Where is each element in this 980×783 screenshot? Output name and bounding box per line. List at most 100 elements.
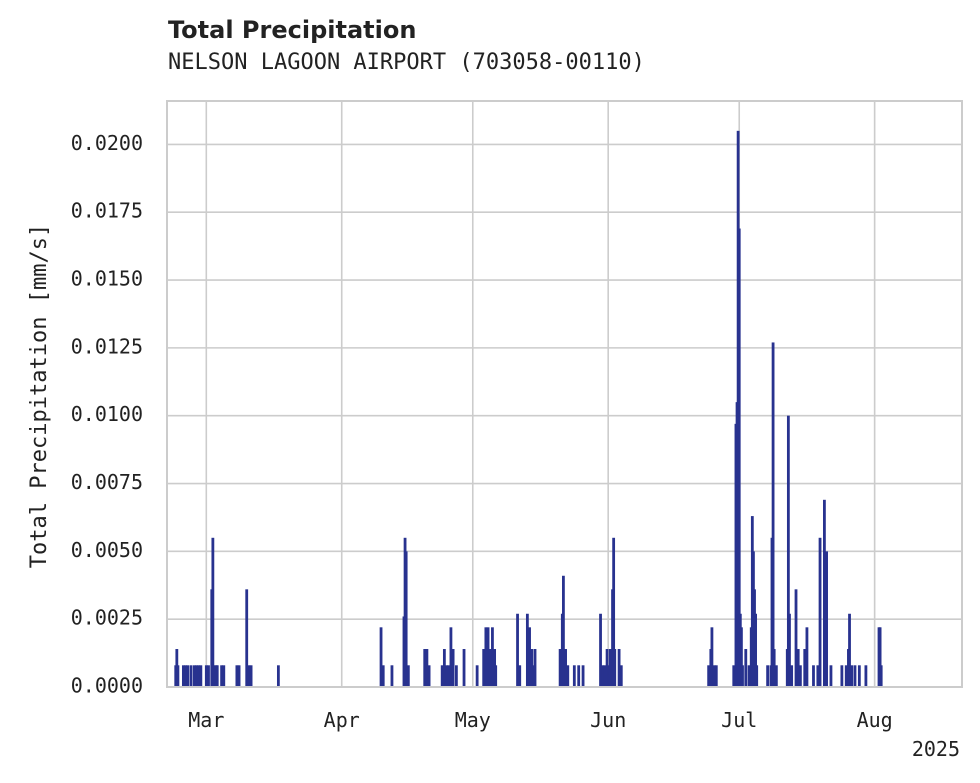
y-tick-label: 0.0175 [71, 199, 143, 223]
precip-bar [462, 649, 466, 687]
precip-bar [844, 665, 848, 687]
x-tick-label: May [455, 708, 491, 732]
precip-bar [276, 665, 280, 687]
precip-bar [220, 665, 224, 687]
precip-bar [207, 665, 210, 687]
precip-bar [737, 228, 741, 687]
precip-bar [454, 665, 458, 687]
precip-bar [235, 665, 239, 687]
precip-bar [184, 665, 187, 687]
precip-bar [794, 589, 798, 687]
precip-bar [798, 665, 802, 687]
precip-bar [825, 551, 828, 687]
precip-bar [530, 649, 534, 687]
y-axis-label: Total Precipitation [mm/s] [27, 224, 52, 568]
precip-bar [204, 665, 208, 687]
precip-bar [533, 649, 537, 687]
precip-bar [829, 665, 833, 687]
precip-bar [199, 665, 203, 687]
precip-bar [613, 649, 617, 687]
precip-bar [189, 665, 193, 687]
precip-bar [491, 627, 494, 687]
x-tick-label: Mar [188, 708, 224, 732]
precip-bar [440, 665, 444, 687]
y-tick-label: 0.0200 [71, 131, 143, 155]
y-tick-labels: 0.0000 0.0025 0.0050 0.0075 0.0100 0.0125 0.01… [71, 131, 143, 698]
precip-bar [247, 665, 251, 687]
precip-bar [566, 665, 570, 687]
precip-bar [381, 665, 385, 687]
precip-bar [195, 665, 198, 687]
precip-bar [608, 649, 612, 687]
precip-bar [406, 665, 410, 687]
precip-bar [840, 665, 844, 687]
precip-bar [482, 649, 486, 687]
precip-bar [176, 665, 180, 687]
precip-bar [451, 649, 455, 687]
precip-bar [617, 649, 621, 687]
x-tick-label: Aug [857, 708, 893, 732]
precip-bar [714, 665, 718, 687]
precip-bar [423, 649, 427, 687]
precip-bar [486, 627, 490, 687]
precip-bar [215, 665, 219, 687]
chart-title: Total Precipitation [168, 16, 417, 44]
precip-bar [245, 589, 249, 687]
precip-bar [197, 665, 201, 687]
precip-bar [818, 537, 822, 687]
precip-bar [404, 551, 408, 687]
precip-bar [445, 665, 448, 687]
precip-bar [812, 665, 815, 687]
precip-bar [612, 537, 616, 687]
bars-group [174, 130, 883, 687]
precip-bar [805, 627, 809, 687]
precip-bar [192, 665, 196, 687]
precip-bar [181, 665, 185, 687]
precip-bar [772, 649, 776, 687]
precip-bar [848, 613, 851, 687]
y-tick-label: 0.0025 [71, 606, 143, 630]
y-tick-label: 0.0125 [71, 334, 143, 358]
chart-subtitle: NELSON LAGOON AIRPORT (703058-00110) [168, 50, 645, 75]
precip-bar [528, 627, 531, 687]
precip-bar [562, 575, 565, 687]
precip-bar [442, 649, 446, 687]
precip-bar [786, 415, 790, 687]
precip-bar [447, 665, 451, 687]
precip-bar [237, 665, 241, 687]
precip-bar [788, 613, 791, 687]
precip-bar [707, 665, 711, 687]
precip-bar [599, 613, 602, 687]
precip-bar [601, 665, 605, 687]
precip-bar [857, 665, 861, 687]
y-tick-label: 0.0100 [71, 402, 143, 426]
precip-bar [740, 627, 743, 687]
precip-bar [755, 665, 759, 687]
precip-bar [850, 665, 854, 687]
precip-bar [222, 665, 226, 687]
precip-bar [186, 665, 190, 687]
precip-bar [710, 627, 714, 687]
precip-bar [558, 649, 562, 687]
precip-bar [741, 665, 744, 687]
precip-bar [494, 665, 498, 687]
precip-bar [879, 665, 883, 687]
precip-bar [212, 665, 216, 687]
precip-bar [774, 665, 778, 687]
precip-bar [853, 665, 857, 687]
precip-bar [744, 649, 748, 687]
y-tick-label: 0.0150 [71, 267, 143, 291]
precip-bar [516, 613, 519, 687]
precip-bar [379, 627, 383, 687]
y-tick-label: 0.0000 [71, 674, 143, 698]
precip-bar [605, 649, 609, 687]
precip-bar [577, 665, 581, 687]
x-tick-label: Apr [324, 708, 360, 732]
precip-bar [766, 665, 770, 687]
precip-bar [864, 665, 868, 687]
precip-bar [803, 649, 807, 687]
precip-bar [484, 627, 488, 687]
year-label: 2025 [912, 737, 960, 761]
precip-bar [211, 537, 215, 687]
precip-bar [475, 665, 479, 687]
